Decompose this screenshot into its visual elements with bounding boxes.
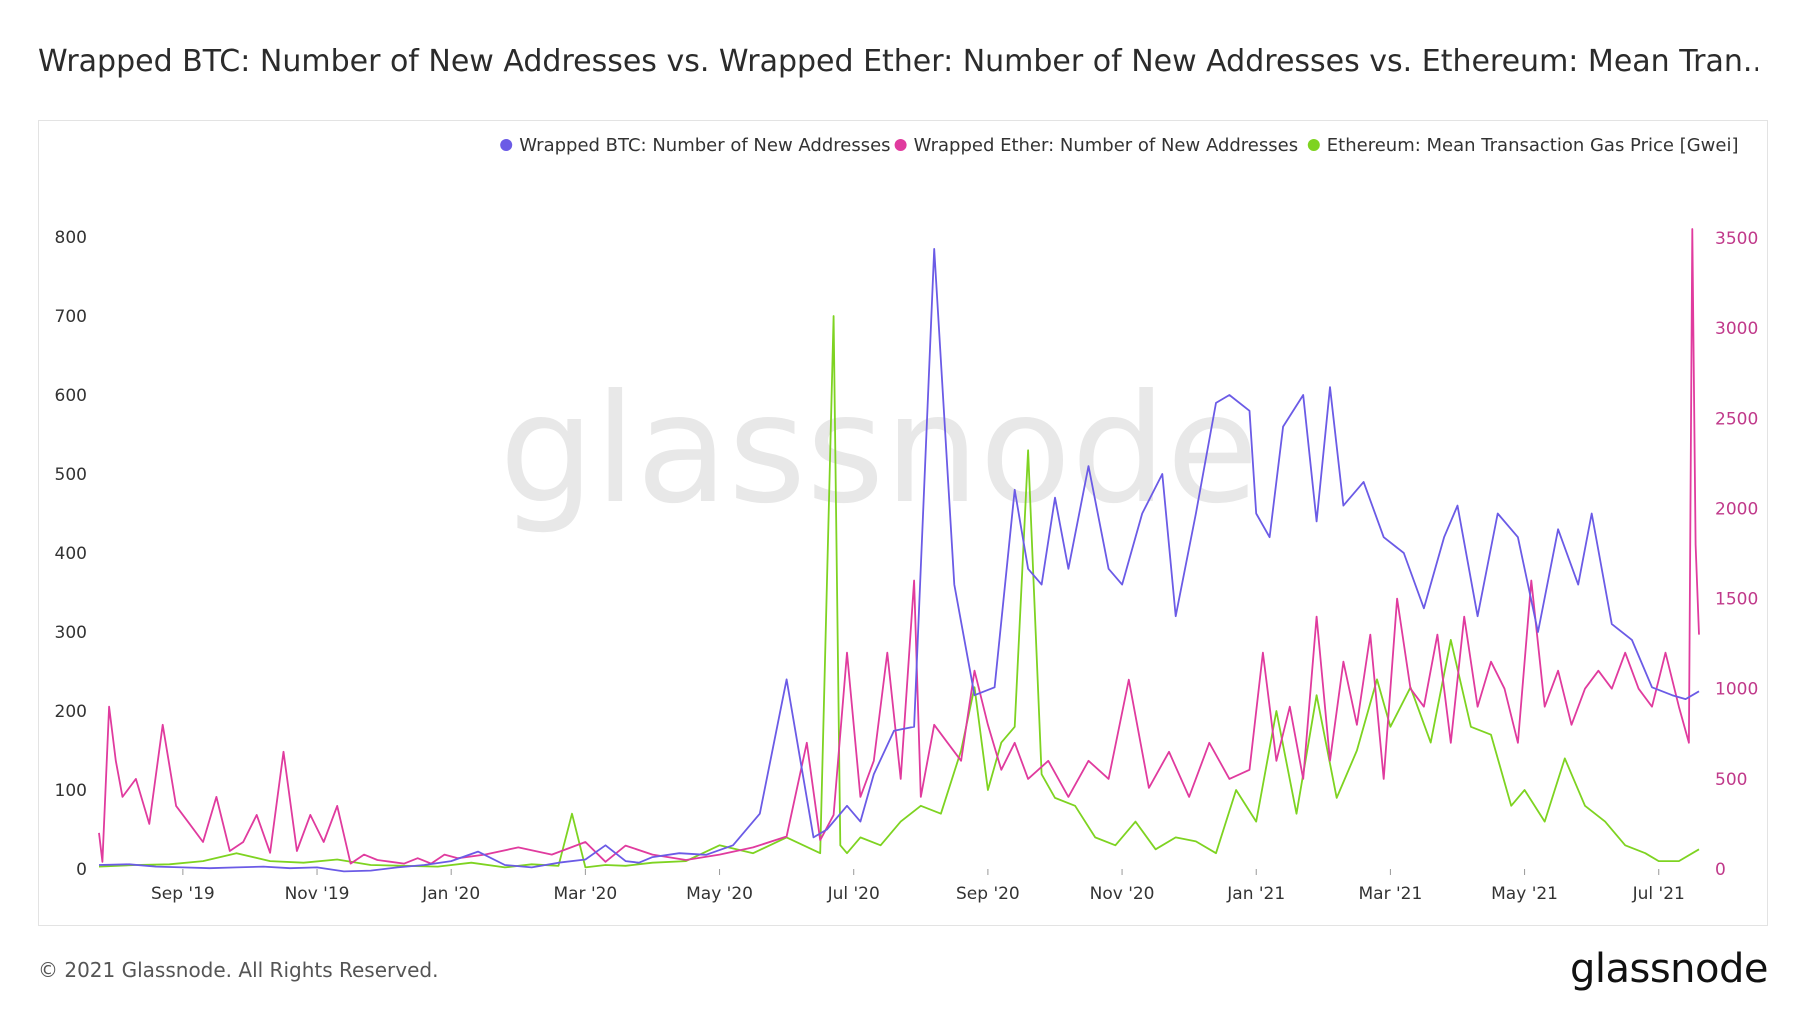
- legend-marker: [1307, 139, 1320, 151]
- x-axis-tick-label: Jan '21: [1226, 884, 1285, 904]
- x-axis-tick-label: Nov '20: [1090, 884, 1155, 904]
- series-line-eth-gas-price: [98, 315, 1700, 869]
- right-axis-tick-label: 3500: [1715, 229, 1758, 249]
- right-axis-tick-label: 1000: [1715, 680, 1758, 700]
- x-axis-tick-label: Mar '20: [553, 884, 617, 904]
- watermark-text: glassnode: [499, 363, 1258, 537]
- legend-label: Ethereum: Mean Transaction Gas Price [Gw…: [1327, 135, 1739, 156]
- right-axis-tick-label: 1500: [1715, 590, 1758, 610]
- chart-svg: glassnode 0 100 200 300 400 500 600 700 800 0 500 10…: [55, 135, 1759, 904]
- x-axis-tick-label: Mar '21: [1359, 884, 1423, 904]
- legend-label: Wrapped BTC: Number of New Addresses: [519, 135, 890, 156]
- right-axis-tick-label: 2000: [1715, 499, 1758, 519]
- left-axis-tick-label: 500: [55, 465, 87, 485]
- x-axis-tick-label: Sep '19: [151, 884, 215, 904]
- chart-title: Wrapped BTC: Number of New Addresses vs.…: [38, 44, 1758, 79]
- left-axis-tick-label: 200: [55, 702, 87, 722]
- left-axis-tick-label: 100: [55, 781, 87, 801]
- chart-frame: glassnode 0 100 200 300 400 500 600 700 800 0 500 10…: [38, 120, 1768, 926]
- left-axis-tick-label: 700: [55, 307, 87, 327]
- right-axis-tick-label: 2500: [1715, 409, 1758, 429]
- legend-label: Wrapped Ether: Number of New Addresses: [914, 135, 1299, 156]
- right-axis-tick-label: 3000: [1715, 319, 1758, 339]
- x-axis-tick-label: Jul '21: [1632, 884, 1685, 904]
- left-axis-tick-label: 600: [55, 386, 87, 406]
- left-axis-tick-label: 400: [55, 544, 87, 564]
- left-axis-tick-label: 800: [55, 228, 87, 248]
- series-line-wrapped-ether: [98, 228, 1700, 865]
- legend-marker: [500, 139, 513, 151]
- legend-marker: [894, 139, 907, 151]
- x-axis-tick-label: Sep '20: [956, 884, 1020, 904]
- left-axis-tick-label: 0: [76, 860, 87, 880]
- right-axis-tick-label: 0: [1715, 860, 1726, 880]
- x-axis-tick-label: Nov '19: [285, 884, 350, 904]
- x-axis-tick-label: May '20: [686, 884, 753, 904]
- series-line-wrapped-btc: [98, 248, 1700, 873]
- x-axis-tick-label: Jul '20: [827, 884, 880, 904]
- x-axis-tick-label: May '21: [1491, 884, 1558, 904]
- left-axis-tick-label: 300: [55, 623, 87, 643]
- right-axis-tick-label: 500: [1715, 770, 1747, 790]
- copyright-text: © 2021 Glassnode. All Rights Reserved.: [38, 958, 439, 982]
- x-axis-tick-label: Jan '20: [421, 884, 480, 904]
- glassnode-logo: glassnode: [1569, 946, 1769, 992]
